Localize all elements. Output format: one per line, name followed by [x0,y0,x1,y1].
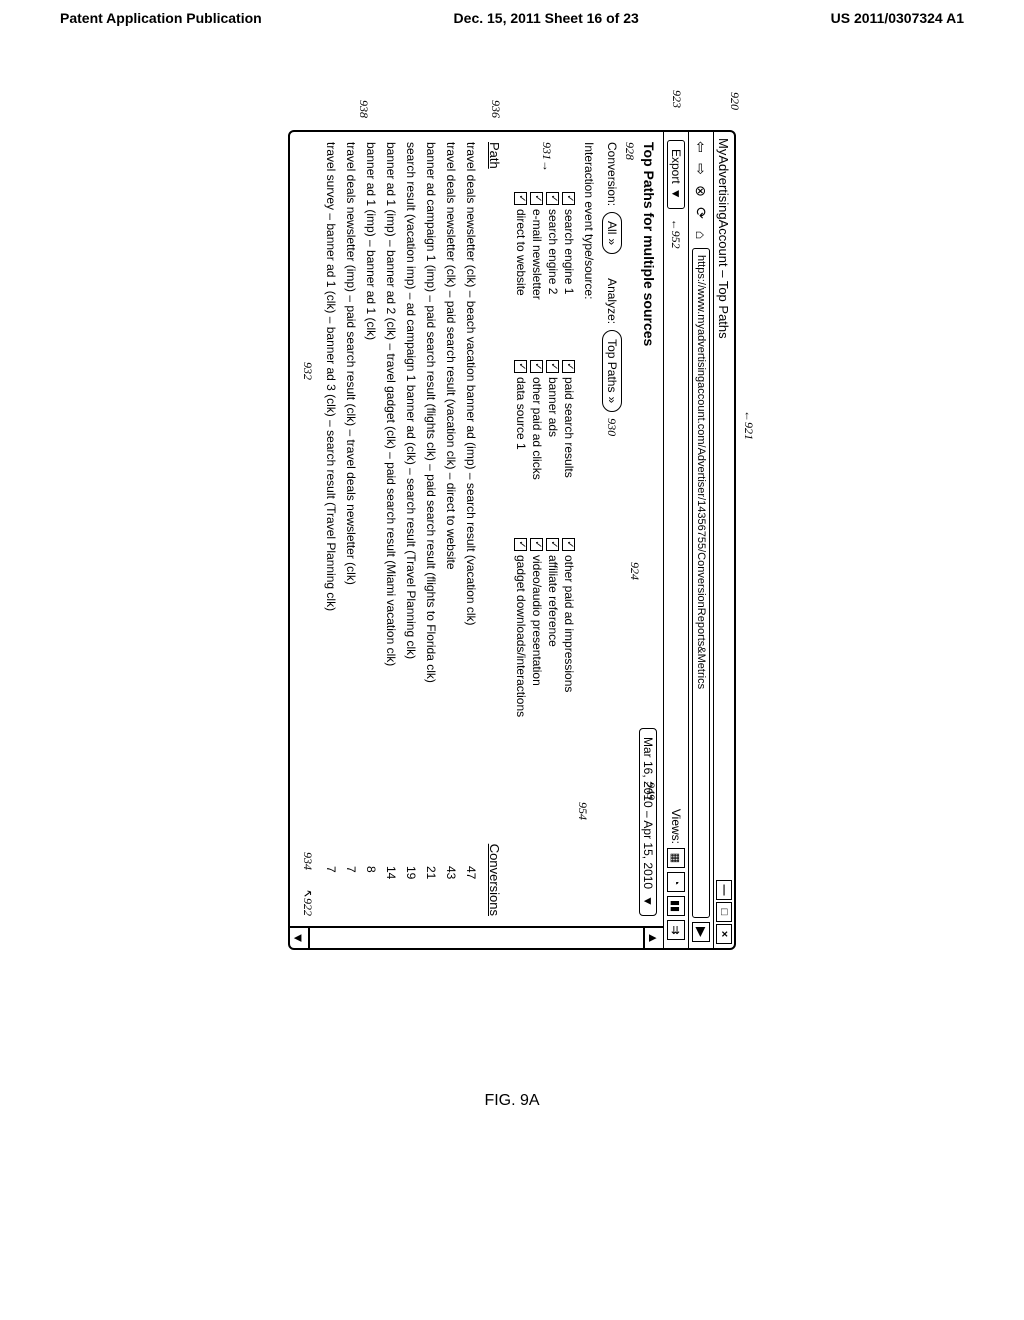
cb-direct[interactable]: ✓direct to website [514,192,528,342]
chevron-down-icon: » [605,238,619,245]
back-icon[interactable]: ⇦ [692,138,710,156]
reload-icon[interactable]: ⟳ [692,204,710,222]
ref-928: 928 [623,142,637,160]
titlebar: MyAdvertisingAccount – Top Paths — □ × [713,132,734,948]
paths-table: 936 938 travel deals newsletter (clk) – … [300,142,481,916]
scroll-down-icon[interactable]: ▼ [290,928,310,948]
app-window: MyAdvertisingAccount – Top Paths — □ × ⇦… [288,130,736,950]
close-button[interactable]: × [716,924,732,944]
view-table-icon[interactable]: ▦ [667,848,685,868]
ref-954: 954 [575,802,590,820]
minimize-button[interactable]: — [716,880,732,900]
stop-icon[interactable]: ⊗ [692,182,710,200]
date-range-picker[interactable]: Mar 16, 2010 – Apr 15, 2010▼ [639,728,657,916]
checkbox-grid: ✓search engine 1 ✓paid search results ✓o… [514,192,576,748]
sub-toolbar: Export▼ ←952 Views: ▦ ◔ ▮▮ ⇉ [663,132,688,948]
ref-949: 949 [643,782,658,800]
ref-921: ←921 [741,410,756,440]
cb-email-newsletter[interactable]: ✓e-mail newsletter [530,192,544,342]
forward-icon[interactable]: ⇨ [692,160,710,178]
chevron-down-icon: ▼ [669,188,683,200]
views-label: Views: [669,809,683,844]
section-title: Top Paths for multiple sources [641,142,657,346]
ref-938: 938 [356,100,371,118]
ref-932: 932 [300,362,315,380]
cb-gadget[interactable]: ✓gadget downloads/interactions [514,538,528,748]
cb-paid-search[interactable]: ✓paid search results [562,360,576,520]
view-flow-icon[interactable]: ⇉ [667,920,685,940]
ref-934: 934 [300,852,315,870]
cb-banner-ads[interactable]: ✓banner ads [546,360,560,520]
url-input[interactable]: https://www.myadvertisingaccount.com/Adv… [692,248,710,918]
header-left: Patent Application Publication [60,10,262,26]
header-right: US 2011/0307324 A1 [831,10,964,26]
go-button[interactable]: ▶ [692,922,710,942]
ref-930: 930 [605,418,620,436]
table-row[interactable]: travel survey – banner ad 1 (clk) – bann… [321,142,341,916]
cb-data-source-1[interactable]: ✓data source 1 [514,360,528,520]
filter-label: Interaction event type/source: [582,142,596,299]
table-row[interactable]: travel deals newsletter (imp) – paid sea… [341,142,361,916]
ref-931: 931→ [474,142,554,172]
table-row[interactable]: banner ad 1 (imp) – banner ad 2 (clk) – … [381,142,401,916]
ref-922: ↖922 [300,888,315,916]
cb-search-engine-1[interactable]: ✓search engine 1 [562,192,576,342]
analyze-select[interactable]: Top Paths» [602,330,622,412]
scroll-up-icon[interactable]: ▲ [643,928,663,948]
view-pie-icon[interactable]: ◔ [667,872,685,892]
chevron-down-icon: » [605,396,619,403]
table-row[interactable]: travel deals newsletter (clk) – paid sea… [441,142,461,916]
ref-936: 936 [488,100,503,118]
ref-920: 920 [727,92,742,110]
scrollbar[interactable]: ▲ ▼ [290,926,663,948]
cb-other-clicks[interactable]: ✓other paid ad clicks [530,360,544,520]
view-bar-icon[interactable]: ▮▮ [667,896,685,916]
cb-affiliate[interactable]: ✓affiliate reference [546,538,560,748]
maximize-button[interactable]: □ [716,902,732,922]
table-row[interactable]: banner ad campaign 1 (imp) – paid search… [421,142,441,916]
ref-952: ←952 [669,219,684,249]
ref-924: 924 [627,562,642,580]
chevron-down-icon: ▼ [641,895,655,907]
cb-other-impressions[interactable]: ✓other paid ad impressions [562,538,576,748]
export-button[interactable]: Export▼ [667,140,685,209]
cb-video-audio[interactable]: ✓video/audio presentation [530,538,544,748]
header-center: Dec. 15, 2011 Sheet 16 of 23 [454,10,639,26]
table-row[interactable]: search result (vacation imp) – ad campai… [401,142,421,916]
conversion-select[interactable]: All» [602,212,622,254]
table-row[interactable]: travel deals newsletter (clk) – beach va… [461,142,481,916]
col-conversions: Conversions [487,844,502,916]
scroll-track[interactable] [310,928,643,948]
figure-caption: FIG. 9A [484,1092,539,1110]
table-row[interactable]: banner ad 1 (imp) – banner ad 1 (clk)8 [361,142,381,916]
home-icon[interactable]: ⌂ [692,226,710,244]
cb-search-engine-2[interactable]: ✓search engine 2 [546,192,560,342]
analyze-label: Analyze: [605,278,619,324]
conversion-label: Conversion: [605,142,619,206]
main-panel: Top Paths for multiple sources 928 Mar 1… [290,132,663,926]
window-title: MyAdvertisingAccount – Top Paths [717,136,732,876]
ref-923: 923 [669,90,684,108]
browser-toolbar: ⇦ ⇨ ⊗ ⟳ ⌂ https://www.myadvertisingaccou… [688,132,713,948]
